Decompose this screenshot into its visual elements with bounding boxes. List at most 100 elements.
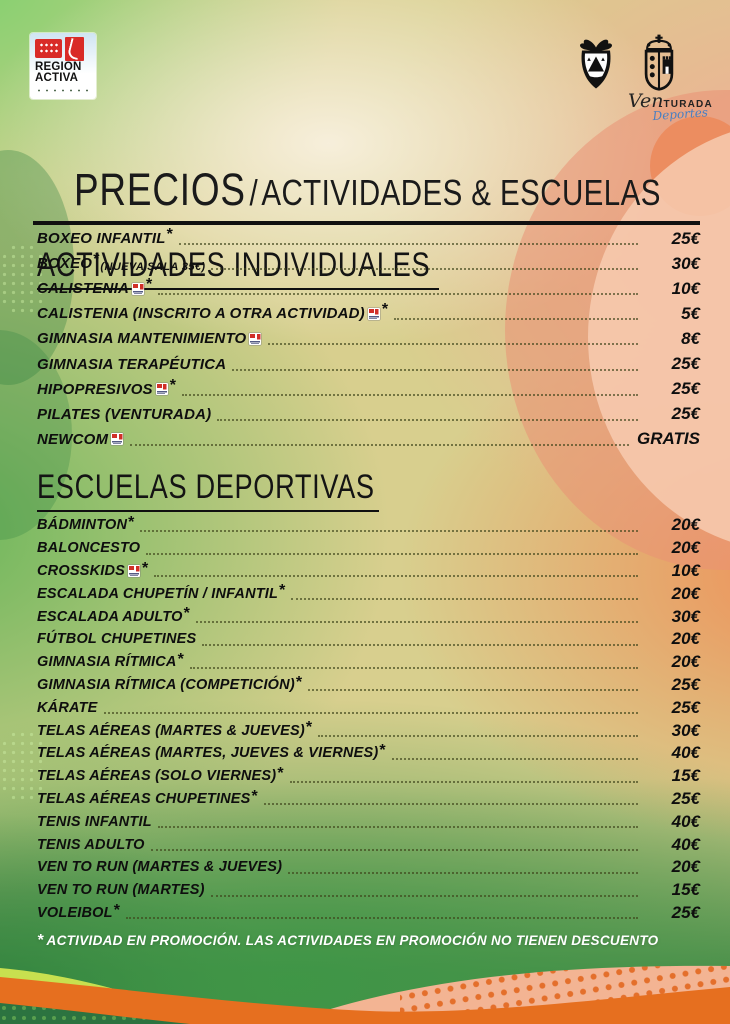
activity-price: 25€: [671, 354, 700, 374]
activity-price: 40€: [671, 811, 700, 831]
dotted-leader: [394, 317, 638, 321]
promo-asterisk: *: [146, 276, 153, 294]
table-row: KÁRATE 25€: [37, 696, 700, 719]
section-underline: [37, 510, 379, 512]
activity-label: PILATES (VENTURADA): [37, 405, 212, 423]
dotted-leader: [182, 393, 638, 396]
table-row: BALONCESTO 20€: [37, 537, 700, 560]
dotted-leader: [318, 734, 638, 738]
activity-label: GIMNASIA TERAPÉUTICA: [37, 355, 227, 373]
table-row: BOXEO INFANTIL * 25€: [37, 226, 700, 251]
dotted-leader: [103, 711, 638, 715]
venturada-coat-of-arms-icon: [644, 34, 674, 91]
activity-price: 15€: [671, 766, 700, 786]
dotted-leader: [130, 443, 630, 446]
dotted-leader: [150, 848, 638, 852]
dotted-leader: [263, 802, 638, 806]
activity-label: VEN TO RUN (MARTES): [37, 882, 205, 899]
table-row: TENIS ADULTO 40€: [37, 833, 700, 856]
activity-label: CALISTENIA: [37, 280, 129, 298]
activity-price: 25€: [671, 674, 700, 694]
activity-label: TELAS AÉREAS CHUPETINES: [37, 790, 251, 807]
region-activa-mini-icon: [128, 564, 141, 577]
activity-label: TENIS INFANTIL: [37, 813, 152, 830]
table-row: ESCALADA ADULTO * 30€: [37, 605, 700, 628]
promo-asterisk: *: [128, 514, 135, 531]
promo-asterisk: *: [166, 226, 173, 243]
table-row: VEN TO RUN (MARTES & JUEVES) 20€: [37, 856, 700, 879]
activity-price: 20€: [671, 515, 700, 535]
activity-price: 20€: [671, 652, 700, 672]
dotted-leader: [268, 342, 638, 346]
table-row: GIMNASIA RÍTMICA (COMPETICIÓN) * 25€: [37, 674, 700, 697]
dotted-leader: [210, 894, 638, 897]
activity-label: CALISTENIA (INSCRITO A OTRA ACTIVIDAD): [37, 305, 365, 323]
table-row: GIMNASIA RÍTMICA * 20€: [37, 651, 700, 674]
page-title: PRECIOS / ACTIVIDADES & ESCUELAS: [33, 164, 700, 225]
promo-asterisk: *: [93, 251, 100, 269]
table-row: GIMNASIA TERAPÉUTICA 25€: [37, 351, 700, 376]
activity-label: ESCALADA ADULTO: [37, 608, 183, 625]
table-row: VOLEIBOL * 25€: [37, 902, 700, 925]
dotted-leader: [211, 267, 638, 271]
promo-asterisk: *: [177, 650, 184, 668]
region-activa-mini-icon: [367, 307, 380, 320]
activity-label: BALONCESTO: [37, 540, 141, 557]
dotted-leader: [202, 643, 638, 646]
dotted-leader: [154, 574, 638, 578]
activity-label: BOXEO INFANTIL: [37, 230, 166, 248]
table-row: PILATES (VENTURADA) 25€: [37, 402, 700, 427]
table-row: BÁDMINTON * 20€: [37, 514, 700, 537]
activity-price: 20€: [671, 629, 700, 649]
promo-asterisk: *: [381, 301, 389, 319]
title-precios: PRECIOS: [74, 164, 246, 215]
promo-asterisk: *: [379, 741, 386, 759]
section-header-actividades-individuales: ACTIVIDADES INDIVIDUALES: [37, 246, 529, 290]
activity-label: VOLEIBOL: [37, 904, 113, 921]
table-row: TELAS AÉREAS (MARTES, JUEVES & VIERNES) *…: [37, 742, 700, 765]
dotted-leader: [289, 780, 638, 783]
dotted-leader: [291, 597, 638, 601]
table-row: BOXEO * (NUEVA SALA 35€) 30€: [37, 251, 700, 276]
promo-asterisk: *: [113, 901, 120, 919]
dotted-leader: [189, 666, 638, 669]
dotted-leader: [146, 552, 638, 555]
dotted-leader: [232, 368, 638, 371]
activity-price: 20€: [671, 583, 700, 603]
region-activa-mini-icon: [249, 332, 262, 345]
dotted-leader: [195, 620, 638, 624]
table-row: TELAS AÉREAS (MARTES & JUEVES) * 30€: [37, 719, 700, 742]
venturada-script-text: Ven: [628, 90, 664, 112]
activity-label: TENIS ADULTO: [37, 836, 145, 853]
activity-price: 25€: [671, 902, 700, 922]
region-activa-mini-icon: [132, 282, 144, 295]
promo-asterisk: *: [279, 582, 286, 600]
dotted-leader: [140, 529, 638, 532]
promo-footnote: * ACTIVIDAD EN PROMOCIÓN. LAS ACTIVIDADES…: [37, 932, 690, 950]
dotted-leader: [157, 825, 638, 829]
table-row: VEN TO RUN (MARTES) 15€: [37, 879, 700, 902]
activity-price: 10€: [671, 560, 700, 580]
section-underline: [37, 288, 439, 290]
activity-price: 25€: [671, 379, 700, 399]
activity-price: 40€: [671, 743, 700, 763]
dotted-leader: [158, 292, 638, 296]
promo-asterisk: *: [142, 559, 149, 577]
activity-price: 25€: [671, 788, 700, 808]
halftone-dots-decoration: [0, 243, 46, 317]
activity-price: 15€: [671, 880, 700, 900]
madrid-flag-icon: [35, 39, 62, 58]
activity-price: 20€: [671, 857, 700, 877]
activity-note: (NUEVA SALA 35€): [100, 261, 206, 274]
region-activa-mini-icon: [111, 433, 124, 446]
region-activa-text-1: REGIÓN: [35, 61, 82, 73]
table-row: ESCALADA CHUPETÍN / INFANTIL * 20€: [37, 582, 700, 605]
activity-price: 40€: [671, 834, 700, 854]
title-actividades-escuelas: ACTIVIDADES & ESCUELAS: [261, 172, 661, 213]
activity-label: NEWCOM: [37, 430, 109, 448]
footnote-text: ACTIVIDAD EN PROMOCIÓN. LAS ACTIVIDADES …: [46, 933, 659, 948]
activity-label: TELAS AÉREAS (MARTES & JUEVES): [37, 722, 305, 739]
table-row: HIPOPRESIVOS * 25€: [37, 377, 700, 402]
activity-price: 30€: [671, 606, 700, 626]
